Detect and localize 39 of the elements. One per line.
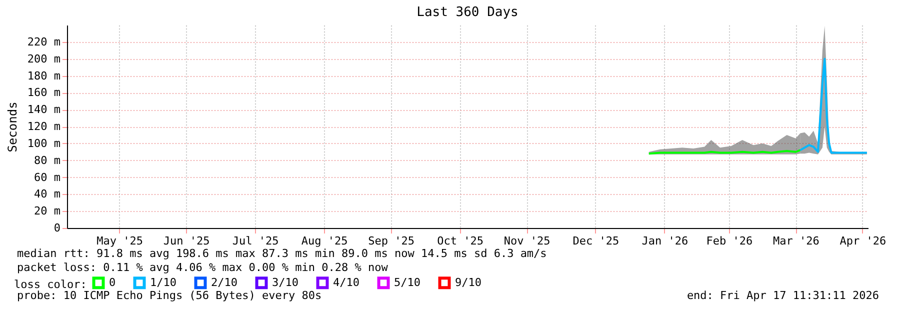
x-tick-label: Apr '26 [840,234,886,248]
x-tick-label: Jan '26 [642,234,688,248]
y-tick-label: 120 m [27,120,61,133]
legend-label: 9/10 [455,276,482,289]
x-tick-label: Nov '25 [504,234,550,248]
legend-title: loss color: [14,278,87,291]
y-tick-label: 200 m [27,52,61,66]
text: end: Fri Apr 17 11:31:11 2026 [686,289,879,302]
y-tick-label: 40 m [34,188,61,201]
x-tick-label: Oct '25 [437,234,484,248]
line-series [799,58,868,154]
legend-label: 4/10 [333,276,360,289]
y-tick-label: 180 m [27,69,61,82]
text: median rtt: 91.8 ms avg 198.6 ms max 87.3 ms min 89.0 ms now 14.5 ms sd 6.3 am/s [17,247,547,260]
y-tick-label: 160 m [27,86,61,100]
x-tick-label: Sep '25 [368,234,414,248]
y-tick-label: 0 [54,222,60,234]
legend-label: 2/10 [211,276,238,289]
y-tick-label: 60 m [34,170,61,184]
x-tick-label: Jul '25 [232,234,279,248]
x-tick-label: Dec '25 [572,234,620,248]
legend-label: 1/10 [150,276,176,289]
x-tick-label: Feb '26 [706,234,753,248]
y-tick-label: 140 m [27,103,61,116]
x-tick-label: Mar '26 [773,234,820,248]
text: packet loss: 0.11 % avg 4.06 % max 0.00 % min 0.28 % now [17,261,388,274]
x-tick-label: May '25 [96,234,144,248]
chart-title: Last 360 Days [416,5,518,20]
y-tick-label: 20 m [34,204,61,218]
x-tick-label: Aug '25 [301,234,348,248]
legend-label: 3/10 [272,276,298,289]
y-tick-label: 100 m [27,136,61,150]
x-tick-label: Jun '25 [163,234,210,248]
y-axis-title: Seconds [5,102,20,152]
y-tick-label: 220 m [27,35,61,48]
legend-label: 0 [109,276,116,289]
legend-label: 5/10 [394,276,420,289]
text: probe: 10 ICMP Echo Pings (56 Bytes) every 80s [17,289,322,302]
y-tick-label: 80 m [34,154,61,167]
